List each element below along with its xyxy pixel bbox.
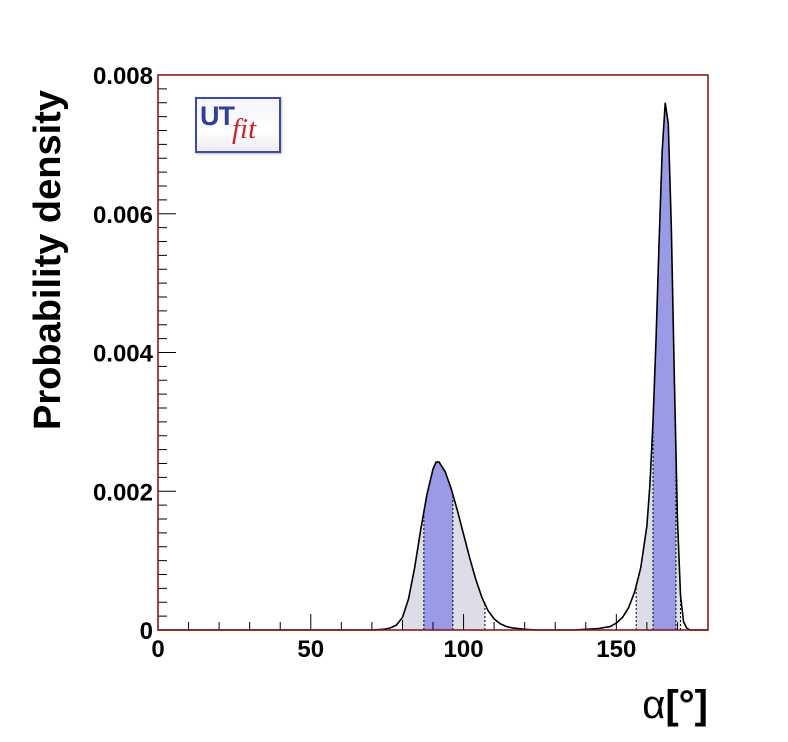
confidence-68-regions — [423, 102, 676, 630]
x-tick-label: 50 — [297, 636, 324, 663]
x-axis-label: α[°] — [642, 683, 708, 727]
x-axis-label-unit: [°] — [665, 683, 708, 727]
x-tick-labels: 0 50 100 150 — [151, 636, 636, 663]
x-tick-label: 150 — [596, 636, 636, 663]
y-axis-label: Probability density — [27, 90, 69, 430]
y-tick-label: 0 — [140, 618, 153, 645]
x-tick-label: 100 — [444, 636, 484, 663]
y-tick-label: 0.004 — [93, 341, 154, 368]
region-68-1 — [653, 102, 676, 630]
plot-frame — [157, 74, 709, 631]
logo-ut-text: UT — [200, 101, 235, 131]
region-divider-lines — [401, 421, 681, 630]
y-tick-label: 0.002 — [93, 479, 153, 506]
y-tick-label: 0.006 — [93, 202, 153, 229]
x-tick-label: 0 — [151, 636, 164, 663]
region-68-0 — [423, 462, 453, 630]
utfit-logo: UT fit — [195, 97, 281, 153]
y-tick-label: 0.008 — [93, 63, 153, 90]
logo-fit-text: fit — [232, 113, 257, 145]
x-axis-label-symbol: α — [642, 683, 665, 727]
y-tick-labels: 0 0.002 0.004 0.006 0.008 — [93, 63, 154, 645]
